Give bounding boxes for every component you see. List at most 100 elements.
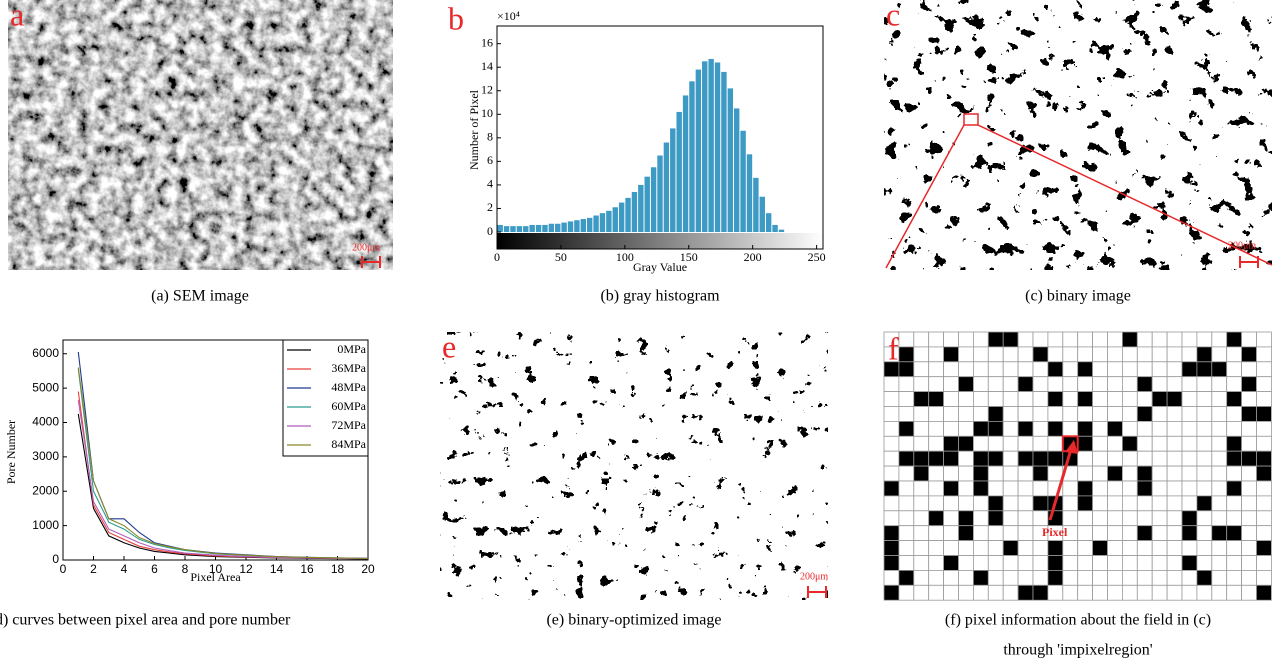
pixel bbox=[1062, 495, 1079, 512]
pixel bbox=[1181, 331, 1198, 348]
pixel bbox=[1122, 391, 1138, 407]
pixel bbox=[1002, 510, 1019, 527]
pixel bbox=[1151, 495, 1168, 512]
pixel bbox=[987, 391, 1004, 407]
bar bbox=[529, 224, 535, 232]
pixel bbox=[1196, 525, 1213, 542]
pixel bbox=[1151, 391, 1168, 407]
pixel bbox=[913, 346, 930, 363]
pixel bbox=[913, 495, 930, 512]
pixel bbox=[1017, 555, 1034, 571]
pixel bbox=[1241, 450, 1257, 467]
pixel bbox=[1136, 420, 1153, 437]
pixel bbox=[1136, 525, 1153, 542]
y-tick-label: 4000 bbox=[32, 415, 59, 429]
pixel bbox=[1211, 480, 1228, 497]
y-tick-label: 8 bbox=[487, 130, 493, 144]
pixel bbox=[1241, 555, 1257, 571]
pixel bbox=[1226, 584, 1242, 601]
pixel bbox=[1062, 346, 1079, 363]
pixel bbox=[1211, 570, 1228, 586]
pixel bbox=[1032, 391, 1049, 407]
pixel bbox=[958, 495, 974, 512]
pixel bbox=[1151, 540, 1168, 556]
pixel bbox=[943, 465, 959, 482]
pixel bbox=[1211, 540, 1228, 556]
legend-label: 0MPa bbox=[337, 342, 366, 356]
pixel bbox=[1092, 435, 1108, 452]
scale-bar bbox=[361, 256, 381, 268]
pixel bbox=[943, 376, 959, 393]
pixel bbox=[898, 420, 915, 437]
pixel bbox=[1062, 540, 1079, 556]
pixel bbox=[1032, 555, 1049, 571]
pixel bbox=[1151, 361, 1168, 378]
pixel bbox=[958, 540, 974, 556]
pixel bbox=[987, 584, 1004, 601]
pixel bbox=[1002, 331, 1019, 348]
arrow bbox=[1048, 445, 1074, 521]
pixel bbox=[987, 525, 1004, 542]
pixel bbox=[1092, 361, 1108, 378]
pixel bbox=[1017, 480, 1034, 497]
pixel bbox=[1032, 361, 1049, 378]
bar bbox=[689, 81, 695, 232]
pixel bbox=[898, 540, 915, 556]
bar bbox=[727, 88, 734, 232]
pixel bbox=[913, 361, 930, 378]
pixel bbox=[1256, 510, 1272, 527]
pixel bbox=[973, 510, 989, 527]
pixel bbox=[973, 555, 989, 571]
y-tick-label: 14 bbox=[481, 59, 493, 73]
pixel bbox=[1122, 525, 1138, 542]
pixel bbox=[1241, 331, 1257, 348]
legend-label: 48MPa bbox=[331, 380, 366, 394]
bar bbox=[606, 210, 612, 232]
pixel bbox=[1002, 450, 1019, 467]
pixel bbox=[1181, 435, 1198, 452]
pixel bbox=[1107, 480, 1123, 497]
pixel bbox=[1166, 555, 1183, 571]
y-multiplier: ×10⁴ bbox=[497, 9, 520, 23]
pixel bbox=[883, 570, 900, 586]
pixel bbox=[1062, 480, 1079, 497]
x-tick-label: 200 bbox=[744, 250, 762, 264]
bar bbox=[599, 213, 606, 232]
pixel bbox=[1181, 465, 1198, 482]
scale-label: 200μm bbox=[800, 571, 828, 582]
pixel bbox=[1122, 346, 1138, 363]
x-tick-label: 10 bbox=[209, 562, 223, 576]
pixel bbox=[1077, 495, 1093, 512]
pixel bbox=[883, 525, 900, 542]
pixel bbox=[1136, 570, 1153, 586]
pixel bbox=[1047, 346, 1064, 363]
pixel bbox=[973, 435, 989, 452]
pixel bbox=[913, 391, 930, 407]
bar bbox=[740, 130, 746, 232]
pixel bbox=[1092, 376, 1108, 393]
pixel bbox=[1196, 540, 1213, 556]
pixel bbox=[1256, 361, 1272, 378]
pixel bbox=[1077, 406, 1093, 422]
pixel bbox=[1226, 435, 1242, 452]
gray-bar bbox=[497, 233, 823, 249]
pixel bbox=[1002, 570, 1019, 586]
pixel bbox=[1151, 331, 1168, 348]
pixel bbox=[1122, 420, 1138, 437]
pixel bbox=[1256, 540, 1272, 556]
pixel bbox=[1002, 435, 1019, 452]
pixel bbox=[1092, 540, 1108, 556]
pixel bbox=[1017, 540, 1034, 556]
pixel bbox=[943, 480, 959, 497]
pixel bbox=[1032, 450, 1049, 467]
pixel bbox=[987, 420, 1004, 437]
pixel bbox=[1256, 525, 1272, 542]
pixel bbox=[958, 376, 974, 393]
pixel bbox=[1196, 555, 1213, 571]
pixel bbox=[1107, 584, 1123, 601]
pixel bbox=[913, 584, 930, 601]
pixel bbox=[1241, 346, 1257, 363]
pixel bbox=[1107, 555, 1123, 571]
pixel bbox=[1256, 406, 1272, 422]
